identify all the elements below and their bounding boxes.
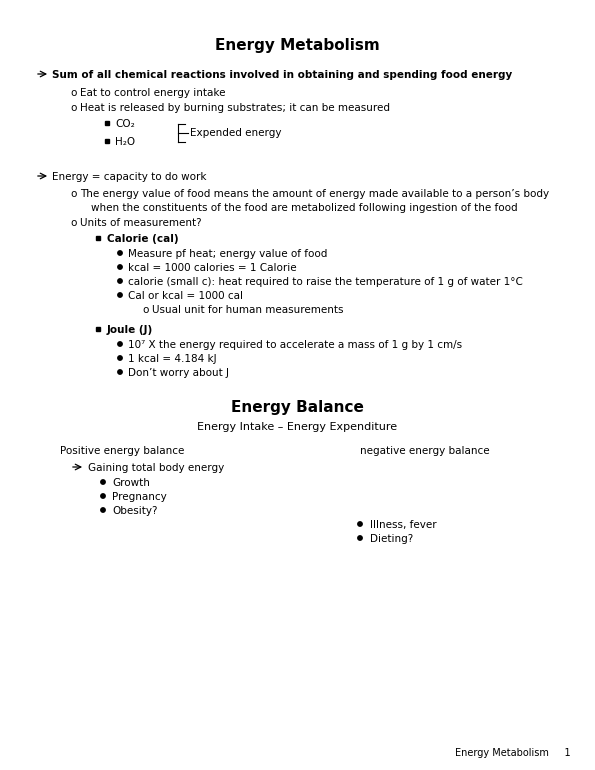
- Circle shape: [101, 494, 105, 498]
- Text: kcal = 1000 calories = 1 Calorie: kcal = 1000 calories = 1 Calorie: [128, 263, 297, 273]
- Circle shape: [118, 342, 122, 346]
- Text: calorie (small c): heat required to raise the temperature of 1 g of water 1°C: calorie (small c): heat required to rais…: [128, 277, 523, 287]
- Text: Obesity?: Obesity?: [112, 506, 158, 516]
- Text: Heat is released by burning substrates; it can be measured: Heat is released by burning substrates; …: [80, 103, 390, 113]
- Circle shape: [118, 251, 122, 255]
- Text: CO₂: CO₂: [115, 119, 134, 129]
- Text: Joule (J): Joule (J): [107, 325, 154, 335]
- Text: Energy = capacity to do work: Energy = capacity to do work: [52, 172, 206, 182]
- Text: Cal or kcal = 1000 cal: Cal or kcal = 1000 cal: [128, 291, 243, 301]
- Text: The energy value of food means the amount of energy made available to a person’s: The energy value of food means the amoun…: [80, 189, 549, 199]
- Circle shape: [101, 480, 105, 484]
- Circle shape: [118, 356, 122, 360]
- Circle shape: [118, 370, 122, 374]
- Text: Gaining total body energy: Gaining total body energy: [88, 463, 224, 473]
- Text: Energy Metabolism     1: Energy Metabolism 1: [455, 748, 571, 758]
- Text: when the constituents of the food are metabolized following ingestion of the foo: when the constituents of the food are me…: [91, 203, 518, 213]
- Text: Pregnancy: Pregnancy: [112, 492, 167, 502]
- Text: Positive energy balance: Positive energy balance: [60, 446, 184, 456]
- Text: Expended energy: Expended energy: [190, 128, 281, 138]
- Text: Measure pf heat; energy value of food: Measure pf heat; energy value of food: [128, 249, 327, 259]
- Circle shape: [101, 507, 105, 512]
- Text: o: o: [70, 88, 76, 98]
- Text: Units of measurement?: Units of measurement?: [80, 218, 202, 228]
- Text: o: o: [70, 103, 76, 113]
- Bar: [96, 236, 100, 239]
- Bar: [105, 121, 109, 125]
- Text: Energy Intake – Energy Expenditure: Energy Intake – Energy Expenditure: [197, 422, 397, 432]
- Text: Energy Metabolism: Energy Metabolism: [215, 38, 380, 53]
- Text: 1 kcal = 4.184 kJ: 1 kcal = 4.184 kJ: [128, 354, 217, 364]
- Text: Dieting?: Dieting?: [370, 534, 414, 544]
- Text: Growth: Growth: [112, 478, 150, 488]
- Text: o: o: [70, 218, 76, 228]
- Circle shape: [118, 293, 122, 297]
- Circle shape: [118, 279, 122, 283]
- Bar: [105, 139, 109, 142]
- Text: Energy Balance: Energy Balance: [231, 400, 364, 415]
- Bar: [96, 327, 100, 331]
- Text: Eat to control energy intake: Eat to control energy intake: [80, 88, 226, 98]
- Text: H₂O: H₂O: [115, 137, 135, 147]
- Text: 10⁷ X the energy required to accelerate a mass of 1 g by 1 cm/s: 10⁷ X the energy required to accelerate …: [128, 340, 462, 350]
- Circle shape: [358, 522, 362, 526]
- Text: Calorie (cal): Calorie (cal): [107, 234, 178, 244]
- Text: Usual unit for human measurements: Usual unit for human measurements: [152, 305, 343, 315]
- Text: o: o: [70, 189, 76, 199]
- Circle shape: [118, 265, 122, 270]
- Text: Sum of all chemical reactions involved in obtaining and spending food energy: Sum of all chemical reactions involved i…: [52, 70, 512, 80]
- Text: o: o: [142, 305, 148, 315]
- Circle shape: [358, 536, 362, 541]
- Text: Don’t worry about J: Don’t worry about J: [128, 368, 229, 378]
- Text: negative energy balance: negative energy balance: [360, 446, 490, 456]
- Text: Illness, fever: Illness, fever: [370, 520, 437, 530]
